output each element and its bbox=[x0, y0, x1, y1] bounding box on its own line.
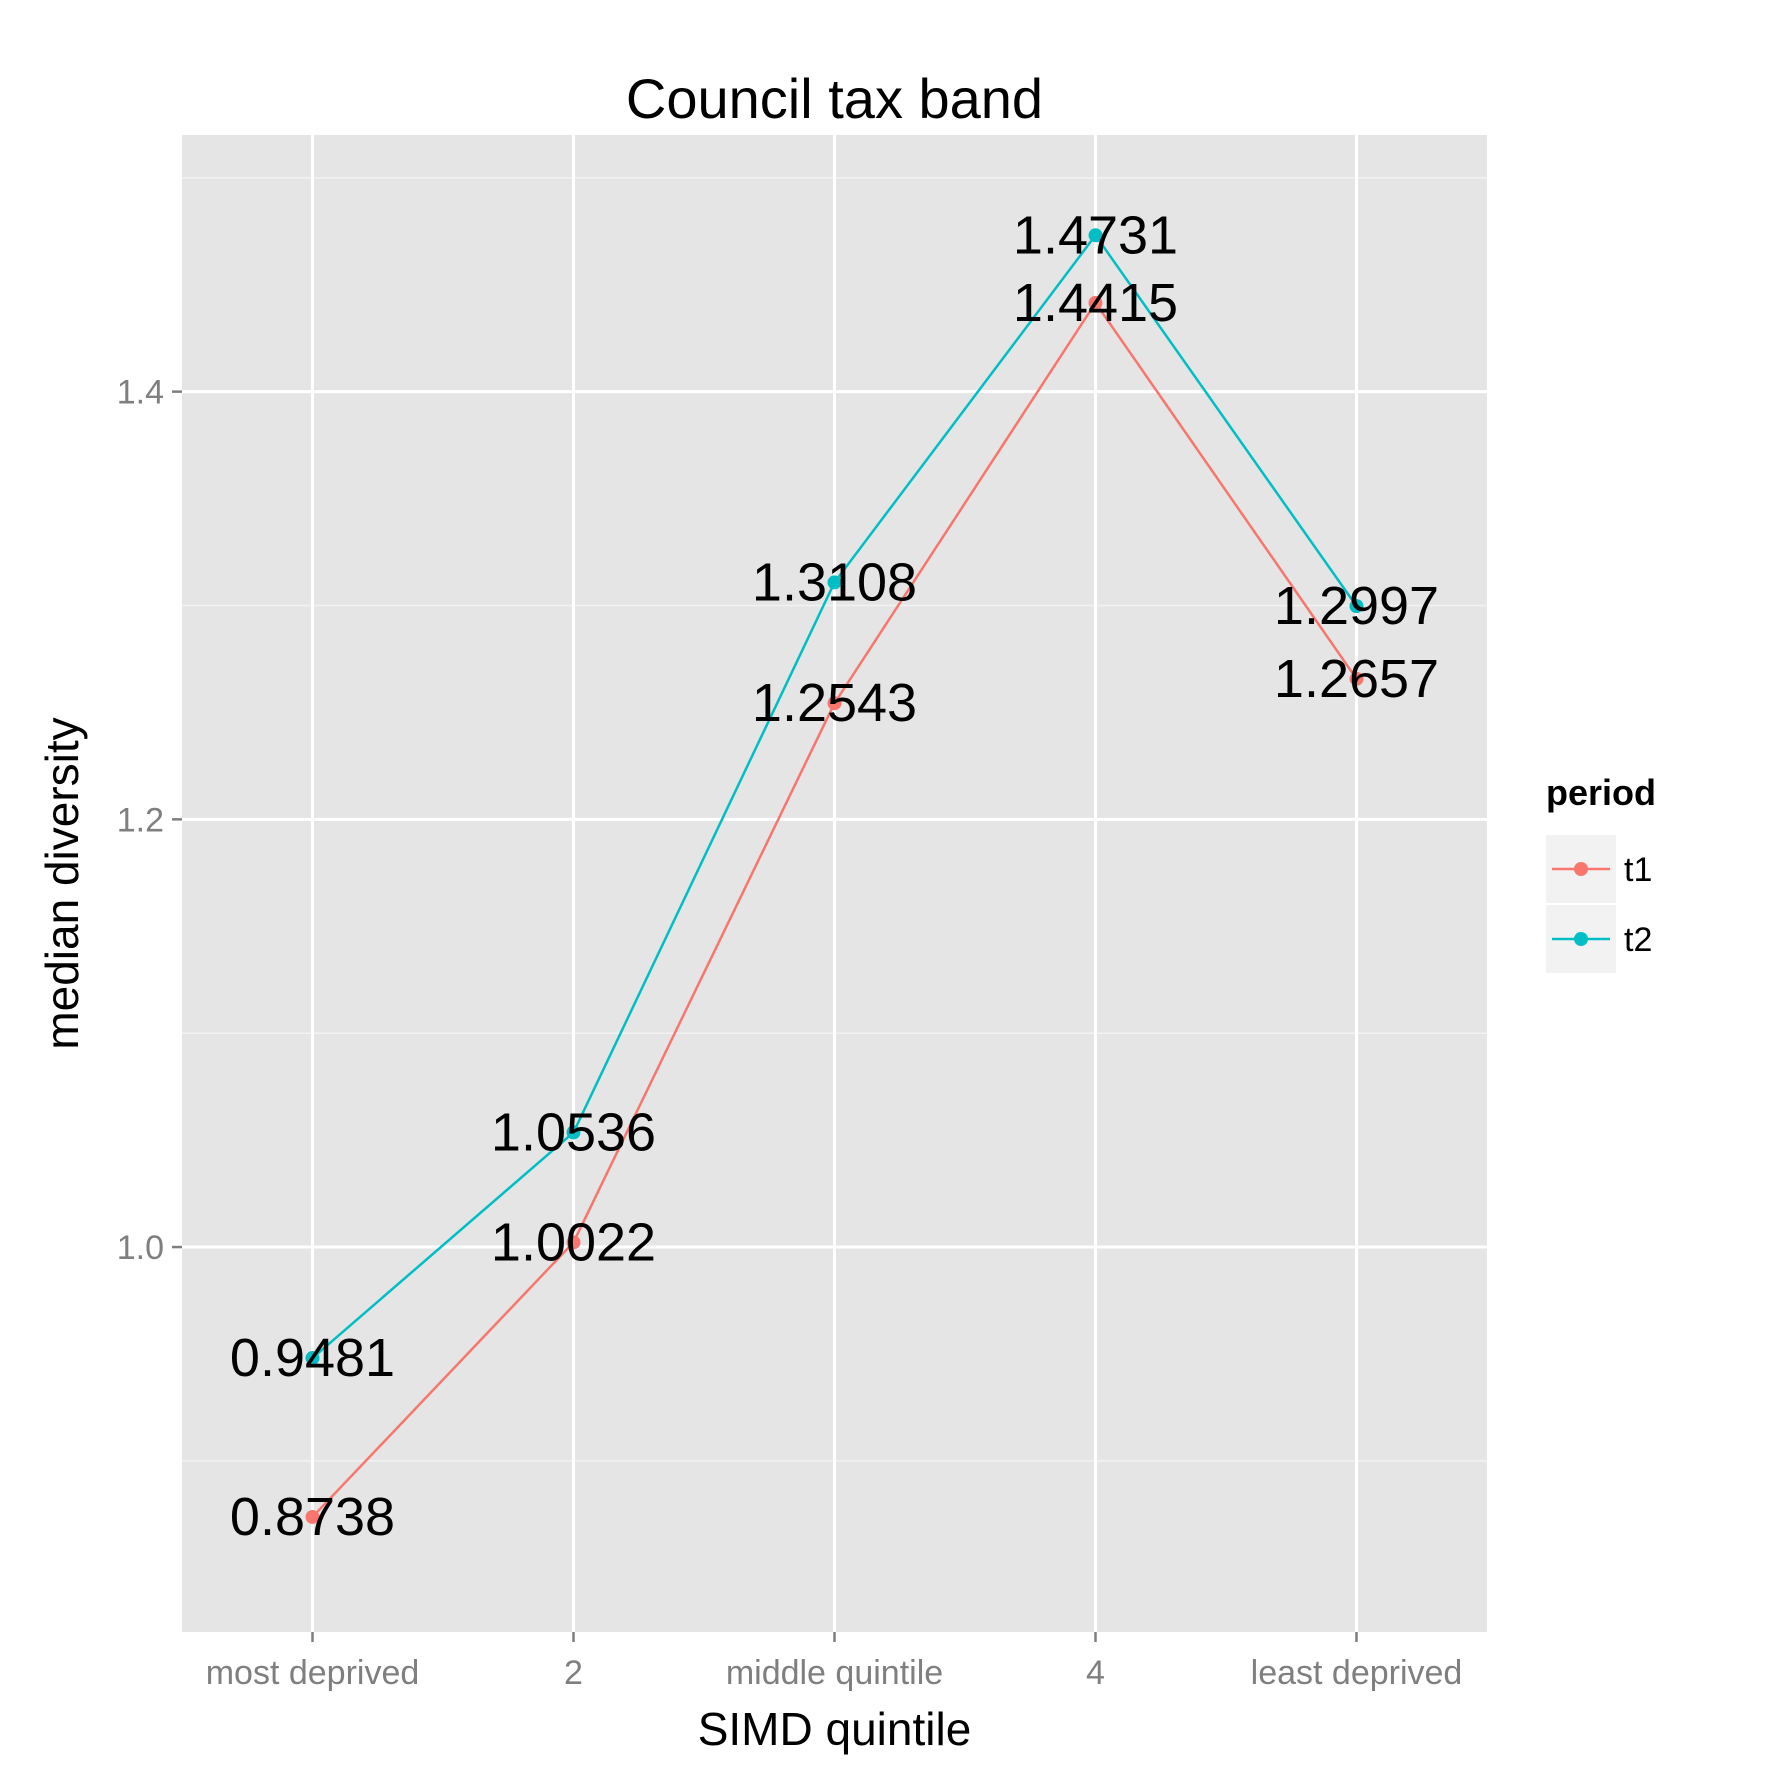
y-tick-label: 1.0 bbox=[117, 1229, 164, 1267]
x-tick-label: middle quintile bbox=[726, 1654, 943, 1692]
legend-label: t2 bbox=[1624, 921, 1652, 959]
legend-key-point bbox=[1574, 862, 1588, 876]
point-t1 bbox=[1349, 671, 1364, 686]
data-label-t1: 1.2657 bbox=[1274, 649, 1439, 709]
data-label-t2: 1.0536 bbox=[491, 1102, 656, 1162]
y-tick-label: 1.2 bbox=[117, 801, 164, 839]
y-tick-label: 1.4 bbox=[117, 374, 164, 412]
point-t2 bbox=[1349, 599, 1364, 614]
x-tick-label: most deprived bbox=[206, 1654, 420, 1692]
point-t2 bbox=[1088, 228, 1103, 243]
point-t1 bbox=[1088, 295, 1103, 310]
legend-label: t1 bbox=[1624, 851, 1652, 889]
legend: period t1 t2 bbox=[1546, 772, 1656, 973]
chart-title: Council tax band bbox=[626, 67, 1043, 130]
major-gridlines bbox=[182, 135, 1487, 1632]
y-axis-title: median diversity bbox=[36, 717, 88, 1049]
axes: 1.0 1.2 1.4 most deprived 2 middle quintile 4 l… bbox=[117, 374, 1463, 1692]
x-tick-label: 4 bbox=[1086, 1654, 1105, 1692]
point-t1 bbox=[305, 1509, 320, 1524]
data-labels: 0.8738 1.0022 1.2543 1.4415 1.2657 0.9481 1.05… bbox=[230, 205, 1439, 1547]
x-tick-label: least deprived bbox=[1251, 1654, 1463, 1692]
legend-title: period bbox=[1546, 772, 1656, 813]
x-axis-title: SIMD quintile bbox=[698, 1703, 972, 1755]
point-t1 bbox=[566, 1235, 581, 1250]
point-t2 bbox=[566, 1125, 581, 1140]
data-label-t2: 1.4731 bbox=[1013, 205, 1178, 265]
data-label-t1: 0.8738 bbox=[230, 1487, 395, 1547]
data-label-t1: 1.4415 bbox=[1013, 273, 1178, 333]
data-label-t1: 1.0022 bbox=[491, 1212, 656, 1272]
point-t2 bbox=[305, 1351, 320, 1366]
point-t1 bbox=[827, 696, 842, 711]
data-label-t2: 1.3108 bbox=[752, 552, 917, 612]
point-t2 bbox=[827, 575, 842, 590]
legend-key-point bbox=[1574, 932, 1588, 946]
x-tick-label: 2 bbox=[564, 1654, 583, 1692]
data-label-t2: 0.9481 bbox=[230, 1328, 395, 1388]
series-points bbox=[305, 228, 1364, 1524]
data-label-t1: 1.2543 bbox=[752, 673, 917, 733]
data-label-t2: 1.2997 bbox=[1274, 576, 1439, 636]
